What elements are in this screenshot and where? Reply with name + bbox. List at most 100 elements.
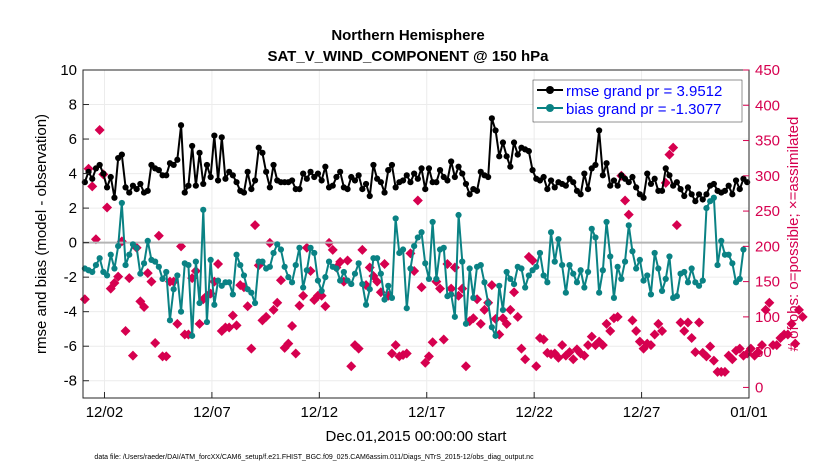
bias-point [303,267,310,274]
rmse-point [359,186,366,193]
rmse-point [203,161,211,169]
y-tick-label-right: 0 [755,379,763,396]
bias-point [599,267,606,274]
bias-point [340,268,347,276]
obs-point [194,318,205,329]
obs-point [275,275,286,286]
bias-point [740,246,747,253]
obs-point [505,304,516,315]
x-tick-label: 12/17 [408,404,446,421]
bias-point [355,260,362,267]
bias-point [433,275,440,282]
rmse-point [222,175,229,182]
obs-point [120,325,131,336]
bias-point [636,256,643,263]
bias-point [666,253,673,260]
legend-bias-label: bias grand pr = -1.3077 [566,101,722,118]
rmse-point [510,139,518,146]
bias-point [470,294,477,301]
bias-point [559,261,566,269]
bias-point [133,244,140,251]
axes: -8-6-4-202468100501001502002503003504004… [60,62,780,421]
obs-point [719,366,730,377]
rmse-point [189,142,196,150]
obs-point [771,340,782,351]
y-tick-label-left: 8 [69,97,77,114]
rmse-point [614,182,621,189]
rmse-point [673,179,680,186]
obs-point [427,337,438,348]
bias-point [533,263,540,270]
bias-point [374,255,381,262]
rmse-point [688,191,695,198]
obs-point [649,329,660,340]
rmse-point [725,182,732,189]
y-tick-label-left: 2 [69,200,77,217]
rmse-point [503,153,510,160]
x-tick-label: 12/12 [301,404,339,421]
bias-point [592,234,599,241]
rmse-point [296,186,303,193]
obs-point [386,348,397,359]
rmse-point [651,175,658,182]
obs-point [390,340,401,351]
obs-point [579,350,590,361]
bias-point [736,275,743,282]
bias-point [226,279,233,286]
rmse-point [633,184,640,191]
rmse-point [181,189,188,196]
obs-point [753,347,764,358]
obs-point [231,320,242,331]
obs-point [694,317,705,328]
bias-point [448,291,455,298]
rmse-point [577,191,584,198]
y-tick-label-left: 10 [60,62,77,79]
rmse-point [647,180,655,188]
rmse-point [418,165,425,172]
bias-point [510,280,518,288]
bias-point [115,242,122,250]
obs-point [682,317,693,328]
bias-point [318,287,325,295]
rmse-point [185,182,192,189]
bias-point [681,268,688,276]
obs-point [675,317,686,328]
rmse-point [163,172,170,179]
rmse-point [377,179,384,186]
obs-point [634,336,645,347]
bias-point [277,246,285,253]
rmse-point [455,163,462,170]
rmse-point [318,177,325,184]
rmse-point [355,172,362,179]
rmse-point [337,168,344,175]
obs-point [668,142,679,153]
bias-point [577,267,584,274]
obs-point [501,318,512,329]
bias-point [251,299,259,307]
bias-point [111,265,118,272]
x-tick-label: 12/07 [193,404,231,421]
bias-point [596,289,603,296]
legend[interactable]: rmse grand pr = 3.9512 bias grand pr = -… [532,79,743,123]
rmse-point [592,161,599,169]
bias-point [621,258,629,265]
bias-point [422,260,429,267]
bias-point [540,272,547,279]
obs-point [113,271,124,282]
obs-point [298,290,309,301]
rmse-point [266,184,273,191]
obs-point [124,273,135,284]
y-tick-label-right: 400 [755,97,780,114]
rmse-point [625,179,632,186]
y-tick-label-right: 350 [755,133,780,150]
bias-point [499,306,507,314]
bias-point [536,249,544,257]
bias-point [337,277,344,284]
bias-point [625,222,632,229]
bias-point [673,293,680,300]
bias-point [618,275,625,282]
rmse-point [596,127,603,134]
bias-point [588,225,595,232]
obs-point [760,304,771,315]
obs-point [627,315,638,326]
